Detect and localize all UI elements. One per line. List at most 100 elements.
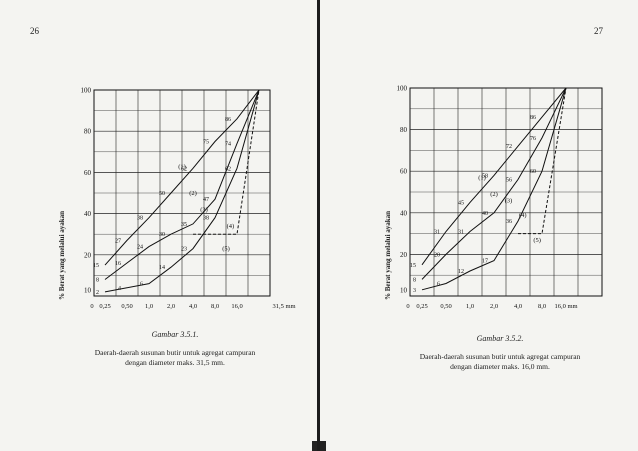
region-label: (3) [200,207,208,214]
y-tick-label: 10 [84,286,92,294]
series-line-4 [518,87,567,235]
data-label: 24 [137,245,143,251]
data-label: 20 [434,252,440,258]
data-label: 2 [96,290,99,296]
y-tick-label: 60 [400,168,408,176]
data-label: 35 [181,222,187,228]
page-number: 26 [30,26,39,36]
data-label: 4 [118,286,121,292]
figure-caption-title: Gambar 3.5.1. [151,330,199,339]
data-label: 47 [203,197,209,203]
right-page: 27 % Berat yang melalui ayakan 100 80 60 40… [320,0,638,451]
data-label: 8 [413,277,416,283]
data-label: 86 [225,117,231,123]
y-tick-label: 20 [84,251,92,259]
data-label: 75 [203,140,209,146]
book-gutter [317,0,321,451]
data-label: 31 [458,230,464,236]
y-tick-label: 40 [400,209,408,217]
x-tick-label: 0 [406,303,409,310]
x-tick-label: 16,0 [231,303,242,310]
data-label: 31 [434,230,440,236]
series-line-2 [421,87,567,280]
data-label: 6 [437,282,440,288]
region-label: (3) [505,197,513,204]
x-tick-label: 16,0 mm [554,303,577,310]
x-tick-label: 1,0 [466,303,474,310]
x-tick-label: 2,0 [490,303,498,310]
x-tick-label: 0,50 [440,303,451,310]
y-tick-label: 40 [84,210,92,218]
x-tick-label: 4,0 [514,303,522,310]
data-label: 6 [140,282,143,288]
chart-right: 100 80 60 40 20 10 0 0,25 0,50 1,0 2,0 4,0 8,0 16,0 m… [386,82,634,322]
figure-caption-line-2: dengan diameter maks. 16,0 mm. [450,362,550,371]
y-tick-label: 100 [397,85,408,93]
data-label: 62 [225,166,231,172]
data-label: 50 [159,191,165,197]
x-tick-label: 8,0 [211,303,219,310]
data-label: 74 [225,142,231,148]
series-line-2 [104,89,260,280]
series-line-3 [421,87,567,266]
figure-caption-title: Gambar 3.5.2. [476,334,524,343]
x-tick-label: 0 [90,303,93,310]
data-label: 17 [482,259,488,265]
region-label: (2) [189,190,197,197]
region-label: (1) [478,175,486,182]
region-label: (5) [533,237,541,244]
x-tick-label: 0,50 [121,303,132,310]
data-label: 60 [530,169,536,175]
data-label: 38 [137,216,143,222]
data-label: 15 [410,263,416,269]
data-label: 45 [458,200,464,206]
series-line-1 [421,87,567,291]
x-tick-label: 1,0 [145,303,153,310]
data-label: 40 [482,211,488,217]
data-label: 58 [482,173,488,179]
data-label: 8 [96,278,99,284]
y-tick-label: 100 [81,87,92,95]
data-label: 23 [181,247,187,253]
left-page: 26 % Berat yang melalui ayakan 100 80 60 40… [0,0,318,451]
x-tick-label: 8,0 [538,303,546,310]
page-edge-mark [320,441,326,451]
data-label: 36 [506,219,512,225]
y-tick-label: 80 [84,128,92,136]
y-tick-label: 10 [400,286,408,294]
region-label: (2) [490,191,498,198]
data-label: 15 [93,263,99,269]
data-label: 12 [458,269,464,275]
x-tick-label: 0,25 [99,303,110,310]
data-label: 38 [203,216,209,222]
x-tick-label: 0,25 [416,303,427,310]
data-label: 30 [159,232,165,238]
region-label: (5) [222,246,230,253]
series-line-4 [193,89,260,235]
data-label: 27 [115,238,121,244]
x-tick-label: 2,0 [167,303,175,310]
region-label: (1) [178,163,186,170]
data-label: 14 [159,265,165,271]
region-label: (4) [227,223,235,230]
data-label: 72 [506,144,512,150]
data-label: 76 [530,136,536,142]
y-tick-label: 60 [84,169,92,177]
series-line-1 [104,89,260,293]
x-tick-label: 31,5 mm [272,303,295,310]
data-label: 86 [530,115,536,121]
series-line-3 [104,89,260,266]
region-label: (4) [519,212,527,219]
y-tick-label: 80 [400,126,408,134]
data-label: 16 [115,261,121,267]
data-label: 62 [181,166,187,172]
chart-left: 100 80 60 40 20 10 0 0,25 0,50 1,0 2,0 4,0 8,0 16,0 31… [60,84,310,320]
data-label: 3 [413,288,416,294]
figure-caption-line-1: Daerah-daerah susunan butir untuk agrega… [419,352,581,361]
page-edge-mark [312,441,318,451]
figure-caption-line-2: dengan diameter maks. 31,5 mm. [125,358,225,367]
figure-caption-line-1: Daerah-daerah susunan butir untuk agrega… [94,348,256,357]
